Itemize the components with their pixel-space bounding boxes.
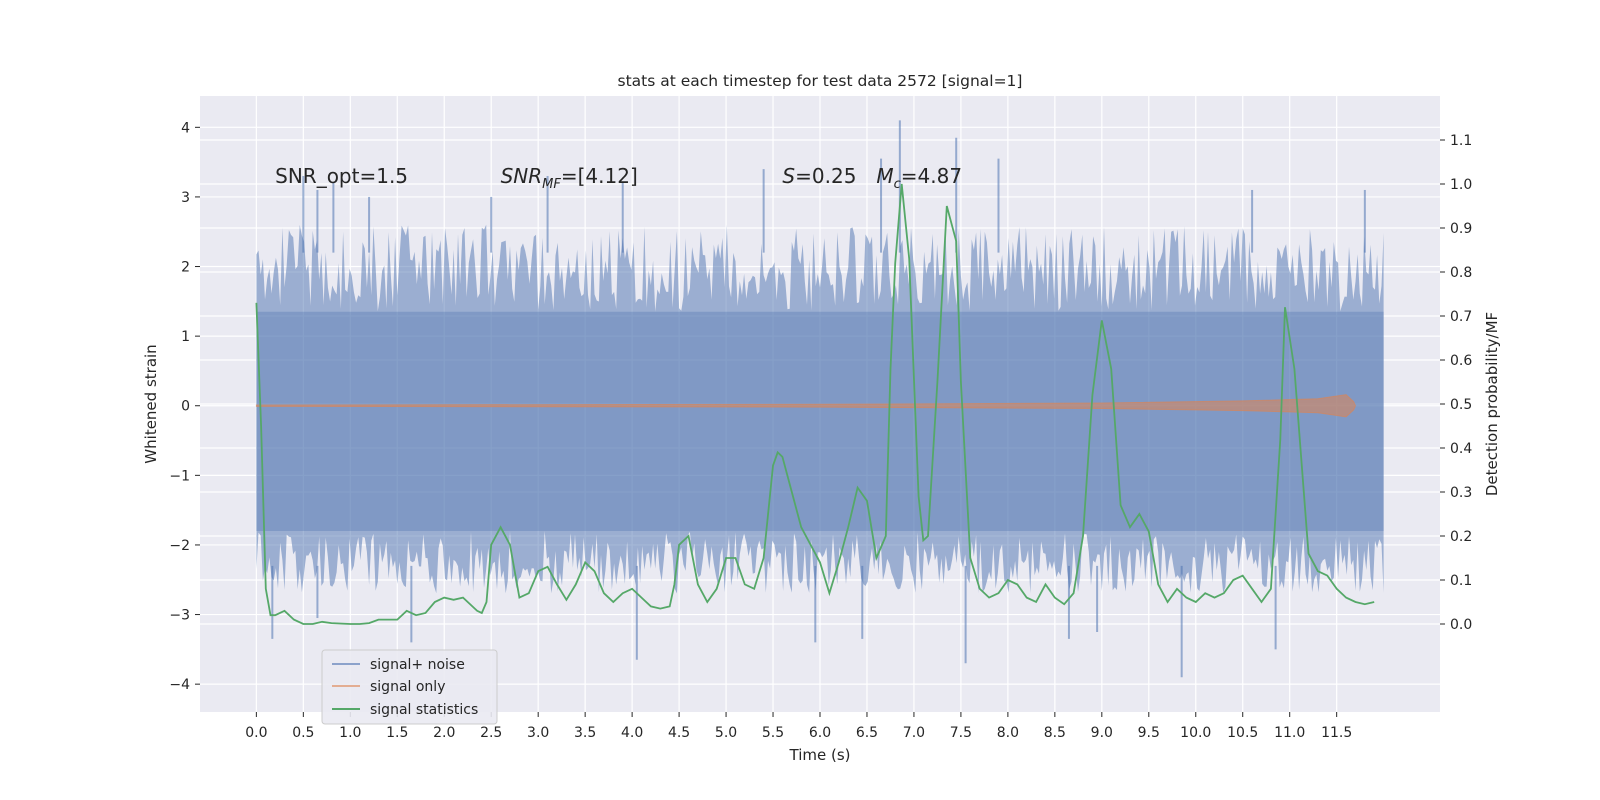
- y-right-tick-label: 0.5: [1450, 397, 1472, 413]
- y-left-tick-label: −2: [169, 538, 190, 554]
- x-tick-label: 2.0: [433, 725, 455, 741]
- y-left-tick-label: 3: [181, 190, 190, 206]
- x-tick-label: 7.0: [903, 725, 925, 741]
- series-signal-statistics: [255, 183, 1375, 625]
- y-left-axis-ticks: −4 −3 −2 −1 0 1 2 3 4: [169, 120, 200, 693]
- y-left-tick-label: 2: [181, 260, 190, 276]
- noise-spikes: [271, 120, 1366, 678]
- x-tick-label: 2.5: [480, 725, 502, 741]
- y-right-tick-label: 0.1: [1450, 573, 1472, 589]
- y-left-tick-label: −3: [169, 608, 190, 624]
- chart-title: stats at each timestep for test data 257…: [618, 72, 1023, 90]
- y-right-tick-label: 0.6: [1450, 353, 1472, 369]
- x-tick-label: 9.5: [1138, 725, 1160, 741]
- y-right-tick-label: 0.7: [1450, 309, 1472, 325]
- legend-label-signal-only: signal only: [370, 679, 445, 695]
- y-right-tick-label: 1.1: [1450, 133, 1472, 149]
- x-tick-label: 9.0: [1091, 725, 1113, 741]
- x-tick-label: 10.5: [1227, 725, 1258, 741]
- x-tick-label: 5.5: [762, 725, 784, 741]
- x-tick-label: 4.0: [621, 725, 643, 741]
- x-tick-label: 7.5: [950, 725, 972, 741]
- x-tick-label: 8.0: [997, 725, 1019, 741]
- x-tick-label: 5.0: [715, 725, 737, 741]
- y-right-tick-label: 1.0: [1450, 177, 1472, 193]
- y-left-tick-label: 0: [181, 399, 190, 415]
- y-left-axis-label: Whitened strain: [142, 344, 160, 463]
- annotation-2: S=0.25: [782, 164, 856, 188]
- x-tick-label: 3.5: [574, 725, 596, 741]
- y-right-tick-label: 0.8: [1450, 265, 1472, 281]
- y-left-tick-label: −4: [169, 677, 190, 693]
- y-right-tick-label: 0.9: [1450, 221, 1472, 237]
- y-left-tick-label: 1: [181, 329, 190, 345]
- y-right-tick-label: 0.2: [1450, 529, 1472, 545]
- x-tick-label: 6.0: [809, 725, 831, 741]
- x-axis-ticks: 0.0 0.5 1.0 1.5 2.0 2.5 3.0 3.5 4.0 4.5 5.0 5.5 6.0 6…: [245, 712, 1352, 741]
- x-tick-label: 4.5: [668, 725, 690, 741]
- x-tick-label: 11.5: [1321, 725, 1352, 741]
- series-signal-noise: [256, 224, 1384, 594]
- x-axis-label: Time (s): [789, 746, 851, 764]
- x-tick-label: 0.0: [245, 725, 267, 741]
- legend: signal+ noise signal only signal statist…: [321, 649, 498, 725]
- legend-label-signal-noise: signal+ noise: [370, 657, 465, 673]
- x-tick-label: 0.5: [292, 725, 314, 741]
- y-left-tick-label: −1: [169, 468, 190, 484]
- annotation-1: SNRMF=[4.12]: [501, 164, 638, 192]
- x-tick-label: 6.5: [856, 725, 878, 741]
- x-tick-label: 11.0: [1274, 725, 1305, 741]
- x-tick-label: 8.5: [1044, 725, 1066, 741]
- y-right-tick-label: 0.4: [1450, 441, 1472, 457]
- x-tick-label: 1.0: [339, 725, 361, 741]
- series-signal-only: [255, 394, 1357, 418]
- x-tick-label: 3.0: [527, 725, 549, 741]
- annotation-3: Mc=4.87: [876, 164, 962, 192]
- y-right-tick-label: 0.3: [1450, 485, 1472, 501]
- y-right-axis-ticks: 0.0 0.1 0.2 0.3 0.4 0.5 0.6 0.7 0.8 0.9 1.0 1.1: [1440, 133, 1472, 633]
- legend-label-signal-statistics: signal statistics: [370, 702, 478, 718]
- legend-box: [321, 649, 498, 725]
- annotation-0: SNR_opt=1.5: [275, 164, 408, 188]
- y-right-axis-label: Detection probability/MF: [1483, 312, 1501, 496]
- x-tick-label: 10.0: [1180, 725, 1211, 741]
- x-tick-label: 1.5: [386, 725, 408, 741]
- series-signal-noise-core: [256, 311, 1384, 532]
- y-right-tick-label: 0.0: [1450, 617, 1472, 633]
- annotations: SNR_opt=1.5 SNRMF=[4.12] S=0.25 Mc=4.87: [275, 164, 962, 192]
- y-left-tick-label: 4: [181, 120, 190, 136]
